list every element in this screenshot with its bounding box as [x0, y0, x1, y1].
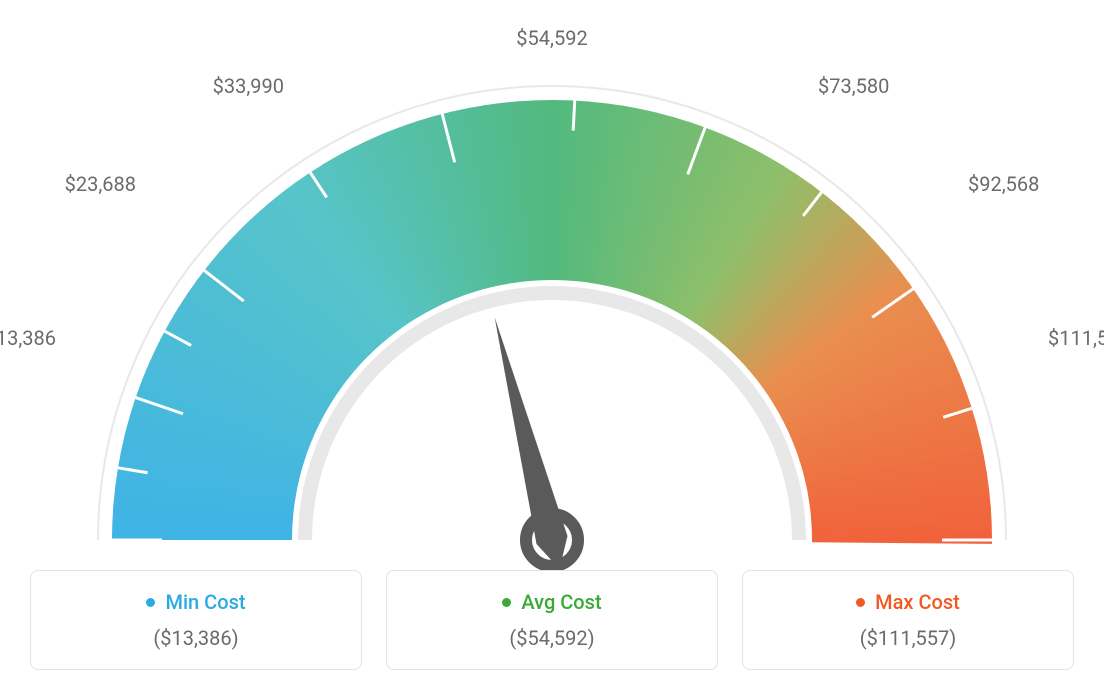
gauge-tick-label: $73,580 [818, 74, 889, 98]
legend-dot-min [146, 598, 155, 607]
legend-title-row: Min Cost [146, 590, 245, 614]
gauge-chart: $13,386 $23,688 $33,990 $54,592 $73,580 $92,5… [0, 0, 1104, 560]
legend-row: Min Cost ($13,386) Avg Cost ($54,592) Max Co… [0, 570, 1104, 690]
gauge-tick-label: $33,990 [213, 74, 284, 98]
gauge-tick-label: $23,688 [65, 172, 136, 196]
gauge-svg [22, 30, 1082, 570]
legend-dot-avg [502, 598, 511, 607]
legend-value: ($13,386) [153, 626, 238, 650]
legend-title: Max Cost [875, 590, 960, 614]
legend-value: ($111,557) [860, 626, 956, 650]
gauge-tick-label: $54,592 [516, 26, 587, 50]
legend-card-min: Min Cost ($13,386) [30, 570, 362, 670]
legend-title-row: Max Cost [856, 590, 960, 614]
gauge-tick-label: $13,386 [0, 326, 56, 350]
legend-title: Avg Cost [521, 590, 601, 614]
legend-card-max: Max Cost ($111,557) [742, 570, 1074, 670]
legend-title: Min Cost [165, 590, 245, 614]
legend-title-row: Avg Cost [502, 590, 601, 614]
legend-dot-max [856, 598, 865, 607]
gauge-tick-label: $92,568 [968, 172, 1039, 196]
legend-value: ($54,592) [509, 626, 594, 650]
gauge-tick-label: $111,557 [1048, 326, 1104, 350]
legend-card-avg: Avg Cost ($54,592) [386, 570, 718, 670]
